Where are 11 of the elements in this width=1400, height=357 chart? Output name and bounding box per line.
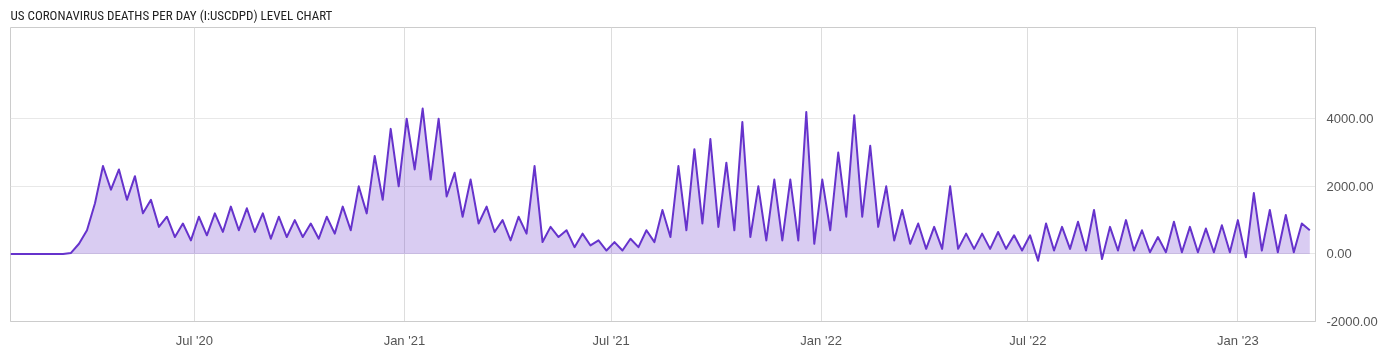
y-tick-label: 0.00 [1326,246,1352,262]
x-tick-label: Jan '21 [383,332,426,348]
x-tick-label: Jul '22 [1009,332,1047,348]
chart-title: US CORONAVIRUS DEATHS PER DAY (I:USCDPD) LEVEL CHART [10,7,333,23]
x-tick-label: Jul '21 [592,332,630,348]
y-tick-label: 4000.00 [1326,111,1374,127]
x-tick-label: Jan '22 [800,332,842,348]
y-tick-label: 2000.00 [1326,178,1374,194]
x-tick-label: Jul '20 [175,332,213,348]
x-tick-label: Jan '23 [1217,332,1259,348]
y-tick-label: -2000.00 [1326,314,1378,329]
